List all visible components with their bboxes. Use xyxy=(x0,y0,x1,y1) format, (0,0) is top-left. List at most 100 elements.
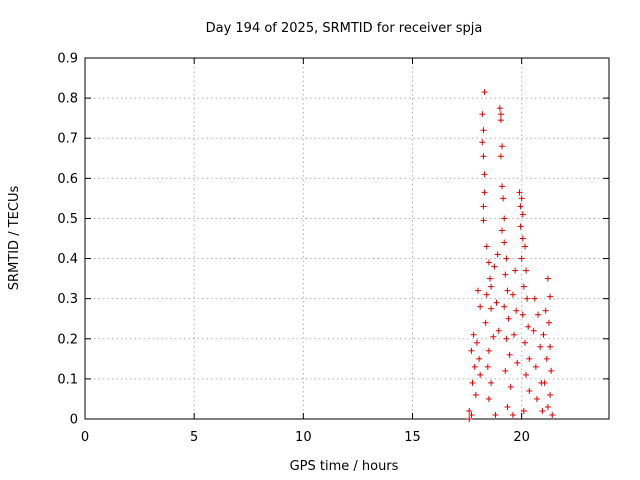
data-point xyxy=(549,411,556,418)
data-point xyxy=(523,267,530,274)
y-tick-label: 0.9 xyxy=(57,52,78,67)
data-point xyxy=(480,217,487,224)
data-point xyxy=(468,347,475,354)
data-point xyxy=(518,195,525,202)
data-point xyxy=(496,105,503,112)
data-point xyxy=(477,303,484,310)
data-point xyxy=(521,339,528,346)
data-point xyxy=(520,283,527,290)
y-tick-label: 0.8 xyxy=(57,92,78,107)
data-point xyxy=(482,319,489,326)
data-point xyxy=(504,287,511,294)
data-point xyxy=(495,327,502,334)
grid-lines xyxy=(85,58,609,419)
data-point xyxy=(517,223,524,230)
data-point xyxy=(466,407,473,414)
data-point xyxy=(481,171,488,178)
data-point xyxy=(525,323,532,330)
data-point xyxy=(526,355,533,362)
data-point xyxy=(479,139,486,146)
data-point xyxy=(547,391,554,398)
data-point xyxy=(520,407,527,414)
data-point xyxy=(545,319,552,326)
data-point xyxy=(485,347,492,354)
data-point xyxy=(506,351,513,358)
data-point xyxy=(519,311,526,318)
data-point xyxy=(491,263,498,270)
data-point xyxy=(492,411,499,418)
data-point xyxy=(488,283,495,290)
data-point xyxy=(480,127,487,134)
data-point xyxy=(521,243,528,250)
y-tick-labels: 0 0.1 0.2 0.3 0.4 0.5 0.6 0.7 0.8 0.9 xyxy=(57,52,78,428)
data-point xyxy=(499,183,506,190)
data-point xyxy=(535,311,542,318)
data-point xyxy=(502,367,509,374)
data-point xyxy=(512,267,519,274)
data-point xyxy=(502,271,509,278)
y-tick-label: 0.5 xyxy=(57,212,78,227)
data-point xyxy=(518,255,525,262)
data-point xyxy=(497,117,504,124)
data-point xyxy=(481,89,488,96)
data-point xyxy=(511,331,518,338)
data-point xyxy=(516,189,523,196)
data-point xyxy=(519,211,526,218)
data-point xyxy=(475,287,481,294)
data-point xyxy=(468,411,475,418)
data-point xyxy=(523,371,530,378)
y-tick-label: 0.1 xyxy=(57,372,78,387)
data-point xyxy=(513,307,520,314)
axis-ticks xyxy=(84,57,609,420)
data-point xyxy=(548,367,555,374)
data-point xyxy=(509,291,516,298)
data-point xyxy=(517,203,524,210)
data-point xyxy=(509,411,516,418)
x-tick-label: 0 xyxy=(81,430,89,445)
data-point xyxy=(503,335,510,342)
data-point xyxy=(484,363,491,370)
data-point xyxy=(501,215,508,222)
data-point xyxy=(540,331,547,338)
data-point xyxy=(544,275,551,282)
data-point xyxy=(483,291,490,298)
data-point xyxy=(499,227,506,234)
y-tick-label: 0.6 xyxy=(57,172,78,187)
data-point xyxy=(473,339,480,346)
y-tick-label: 0.4 xyxy=(57,252,78,267)
y-axis-label: SRMTID / TECUs xyxy=(7,186,22,291)
plot-frame xyxy=(84,57,610,420)
y-tick-label: 0.2 xyxy=(57,332,78,347)
y-tick-label: 0.7 xyxy=(57,132,78,147)
data-point xyxy=(519,235,526,242)
data-point xyxy=(483,243,490,250)
data-point xyxy=(526,387,533,394)
data-point xyxy=(542,307,549,314)
data-point xyxy=(485,259,492,266)
data-point xyxy=(547,343,554,350)
data-point xyxy=(543,355,550,362)
data-point xyxy=(530,327,537,334)
data-point xyxy=(539,407,546,414)
data-point xyxy=(538,379,545,386)
data-point xyxy=(494,251,501,258)
x-tick-label: 20 xyxy=(513,430,530,445)
data-point xyxy=(466,416,473,422)
data-point xyxy=(500,195,507,202)
data-point xyxy=(531,295,538,302)
data-point xyxy=(479,111,486,118)
x-axis-label: GPS time / hours xyxy=(290,459,399,474)
data-point xyxy=(533,395,540,402)
x-tick-labels: 0 5 10 15 20 xyxy=(81,430,530,445)
data-point xyxy=(487,275,494,282)
data-point xyxy=(490,333,497,340)
data-point xyxy=(477,371,484,378)
chart-title: Day 194 of 2025, SRMTID for receiver spj… xyxy=(206,21,483,36)
data-point xyxy=(481,189,488,196)
data-point xyxy=(497,153,504,160)
data-point xyxy=(501,303,508,310)
y-tick-label: 0.3 xyxy=(57,292,78,307)
data-point xyxy=(514,359,521,366)
data-point xyxy=(488,379,495,386)
